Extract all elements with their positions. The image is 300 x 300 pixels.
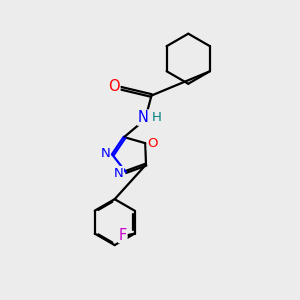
Text: O: O (108, 79, 120, 94)
Text: N: N (138, 110, 149, 125)
Text: F: F (119, 228, 127, 243)
Text: H: H (152, 110, 162, 124)
Text: N: N (114, 167, 123, 180)
Text: O: O (147, 137, 158, 150)
Text: N: N (100, 147, 110, 161)
